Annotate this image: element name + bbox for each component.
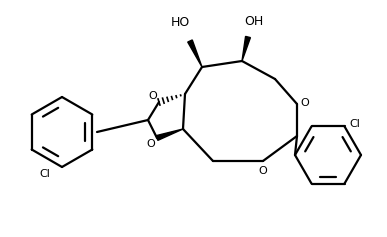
Polygon shape bbox=[242, 36, 250, 61]
Text: O: O bbox=[146, 139, 155, 149]
Text: O: O bbox=[259, 166, 267, 176]
Text: O: O bbox=[148, 91, 157, 101]
Text: Cl: Cl bbox=[39, 169, 50, 179]
Text: OH: OH bbox=[244, 15, 264, 28]
Text: O: O bbox=[300, 98, 309, 108]
Text: Cl: Cl bbox=[349, 119, 360, 129]
Text: HO: HO bbox=[170, 16, 190, 29]
Polygon shape bbox=[156, 129, 183, 140]
Polygon shape bbox=[188, 40, 202, 67]
